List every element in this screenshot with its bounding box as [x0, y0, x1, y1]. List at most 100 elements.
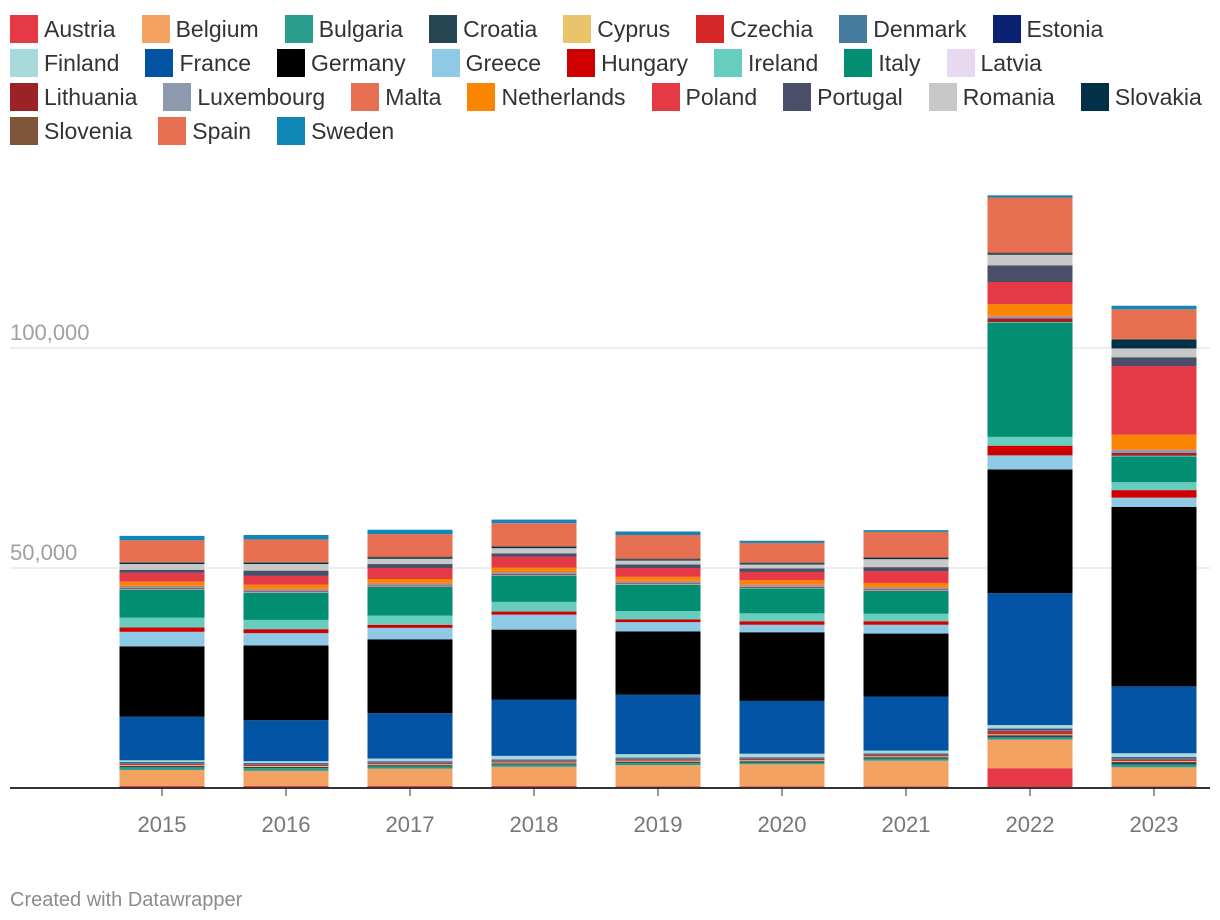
bar-segment-romania-2015[interactable] [119, 564, 205, 570]
bar-segment-czechia-2017[interactable] [367, 762, 453, 765]
bar-segment-lithuania-2021[interactable] [863, 589, 949, 591]
bar-segment-denmark-2021[interactable] [863, 753, 949, 755]
legend-item-lithuania[interactable]: Lithuania [10, 83, 137, 111]
bar-segment-bulgaria-2021[interactable] [863, 758, 949, 761]
bar-segment-netherlands-2019[interactable] [615, 576, 701, 581]
bar-segment-hungary-2016[interactable] [243, 629, 329, 634]
bar-segment-croatia-2020[interactable] [739, 761, 825, 763]
bar-segment-cyprus-2015[interactable] [119, 765, 205, 766]
bar-segment-netherlands-2017[interactable] [367, 579, 453, 583]
bar-segment-sweden-2018[interactable] [491, 519, 577, 524]
bar-segment-germany-2023[interactable] [1111, 506, 1197, 687]
bar-segment-austria-2015[interactable] [119, 785, 205, 788]
bar-segment-spain-2023[interactable] [1111, 309, 1197, 339]
bar-segment-cyprus-2023[interactable] [1111, 761, 1197, 763]
bar-segment-greece-2023[interactable] [1111, 497, 1197, 507]
bar-segment-portugal-2020[interactable] [739, 568, 825, 572]
bar-segment-spain-2019[interactable] [615, 535, 701, 559]
bar-segment-france-2020[interactable] [739, 700, 825, 754]
bar-segment-denmark-2023[interactable] [1111, 758, 1197, 760]
bar-segment-romania-2022[interactable] [987, 254, 1073, 266]
bar-segment-czechia-2018[interactable] [491, 761, 577, 763]
bar-segment-poland-2017[interactable] [367, 568, 453, 579]
bar-segment-luxembourg-2019[interactable] [615, 581, 701, 584]
legend-item-italy[interactable]: Italy [844, 49, 921, 77]
bar-segment-ireland-2016[interactable] [243, 619, 329, 630]
bar-segment-sweden-2019[interactable] [615, 531, 701, 535]
bar-segment-ireland-2020[interactable] [739, 613, 825, 622]
bar-segment-estonia-2023[interactable] [1111, 757, 1197, 759]
bar-segment-italy-2019[interactable] [615, 584, 701, 612]
bar-segment-germany-2017[interactable] [367, 639, 453, 714]
bar-segment-slovenia-2021[interactable] [863, 557, 949, 558]
bar-segment-croatia-2017[interactable] [367, 765, 453, 767]
bar-segment-cyprus-2016[interactable] [243, 766, 329, 767]
bar-segment-germany-2019[interactable] [615, 631, 701, 695]
bar-segment-denmark-2019[interactable] [615, 758, 701, 760]
legend-item-slovakia[interactable]: Slovakia [1080, 83, 1202, 111]
bar-segment-finland-2023[interactable] [1111, 753, 1197, 758]
legend-item-ireland[interactable]: Ireland [714, 49, 818, 77]
bar-segment-ireland-2022[interactable] [987, 436, 1073, 446]
bar-segment-netherlands-2018[interactable] [491, 567, 577, 572]
bar-segment-lithuania-2022[interactable] [987, 318, 1073, 323]
bar-segment-slovenia-2018[interactable] [491, 546, 577, 547]
bar-segment-france-2023[interactable] [1111, 686, 1197, 754]
bar-segment-bulgaria-2023[interactable] [1111, 764, 1197, 768]
bar-segment-slovenia-2016[interactable] [243, 561, 329, 563]
bar-segment-greece-2021[interactable] [863, 624, 949, 634]
bar-segment-ireland-2015[interactable] [119, 617, 205, 628]
bar-segment-poland-2016[interactable] [243, 575, 329, 585]
bar-segment-romania-2021[interactable] [863, 559, 949, 568]
bar-segment-ireland-2019[interactable] [615, 611, 701, 620]
bar-segment-bulgaria-2019[interactable] [615, 762, 701, 766]
legend-item-luxembourg[interactable]: Luxembourg [163, 83, 325, 111]
bar-segment-cyprus-2020[interactable] [739, 760, 825, 762]
bar-segment-lithuania-2020[interactable] [739, 586, 825, 588]
bar-segment-luxembourg-2020[interactable] [739, 585, 825, 587]
bar-segment-poland-2018[interactable] [491, 556, 577, 568]
bar-segment-austria-2022[interactable] [987, 768, 1073, 788]
bar-segment-croatia-2016[interactable] [243, 766, 329, 769]
bar-segment-portugal-2021[interactable] [863, 567, 949, 572]
bar-segment-spain-2016[interactable] [243, 539, 329, 562]
bar-segment-poland-2022[interactable] [987, 282, 1073, 304]
bar-segment-czechia-2021[interactable] [863, 755, 949, 757]
bar-segment-cyprus-2019[interactable] [615, 760, 701, 762]
bar-segment-belgium-2020[interactable] [739, 764, 825, 787]
bar-segment-netherlands-2022[interactable] [987, 304, 1073, 316]
bar-segment-slovenia-2022[interactable] [987, 252, 1073, 254]
bar-segment-netherlands-2023[interactable] [1111, 434, 1197, 450]
bar-segment-finland-2019[interactable] [615, 754, 701, 758]
bar-segment-italy-2015[interactable] [119, 589, 205, 618]
bar-segment-netherlands-2020[interactable] [739, 580, 825, 585]
bar-segment-czechia-2016[interactable] [243, 764, 329, 766]
bar-segment-cyprus-2017[interactable] [367, 764, 453, 766]
bar-segment-sweden-2021[interactable] [863, 530, 949, 532]
bar-segment-austria-2018[interactable] [491, 785, 577, 788]
bar-segment-italy-2022[interactable] [987, 322, 1073, 437]
bar-segment-czechia-2020[interactable] [739, 758, 825, 761]
bar-segment-denmark-2022[interactable] [987, 729, 1073, 731]
legend-item-sweden[interactable]: Sweden [277, 117, 394, 145]
bar-segment-france-2016[interactable] [243, 720, 329, 762]
bar-segment-finland-2017[interactable] [367, 758, 453, 762]
bar-segment-france-2017[interactable] [367, 713, 453, 759]
legend-item-belgium[interactable]: Belgium [141, 15, 259, 43]
legend-item-poland[interactable]: Poland [651, 83, 757, 111]
bar-segment-sweden-2022[interactable] [987, 195, 1073, 198]
bar-segment-slovakia-2017[interactable] [367, 557, 453, 559]
bar-segment-netherlands-2021[interactable] [863, 582, 949, 587]
bar-segment-poland-2019[interactable] [615, 568, 701, 577]
bar-segment-finland-2015[interactable] [119, 760, 205, 763]
legend-item-latvia[interactable]: Latvia [946, 49, 1042, 77]
legend-item-slovenia[interactable]: Slovenia [10, 117, 132, 145]
bar-segment-lithuania-2023[interactable] [1111, 452, 1197, 456]
bar-segment-hungary-2019[interactable] [615, 619, 701, 623]
bar-segment-greece-2019[interactable] [615, 622, 701, 632]
bar-segment-finland-2021[interactable] [863, 750, 949, 754]
bar-segment-greece-2020[interactable] [739, 624, 825, 633]
bar-segment-portugal-2016[interactable] [243, 570, 329, 576]
bar-segment-ireland-2021[interactable] [863, 613, 949, 622]
bar-segment-poland-2020[interactable] [739, 571, 825, 581]
